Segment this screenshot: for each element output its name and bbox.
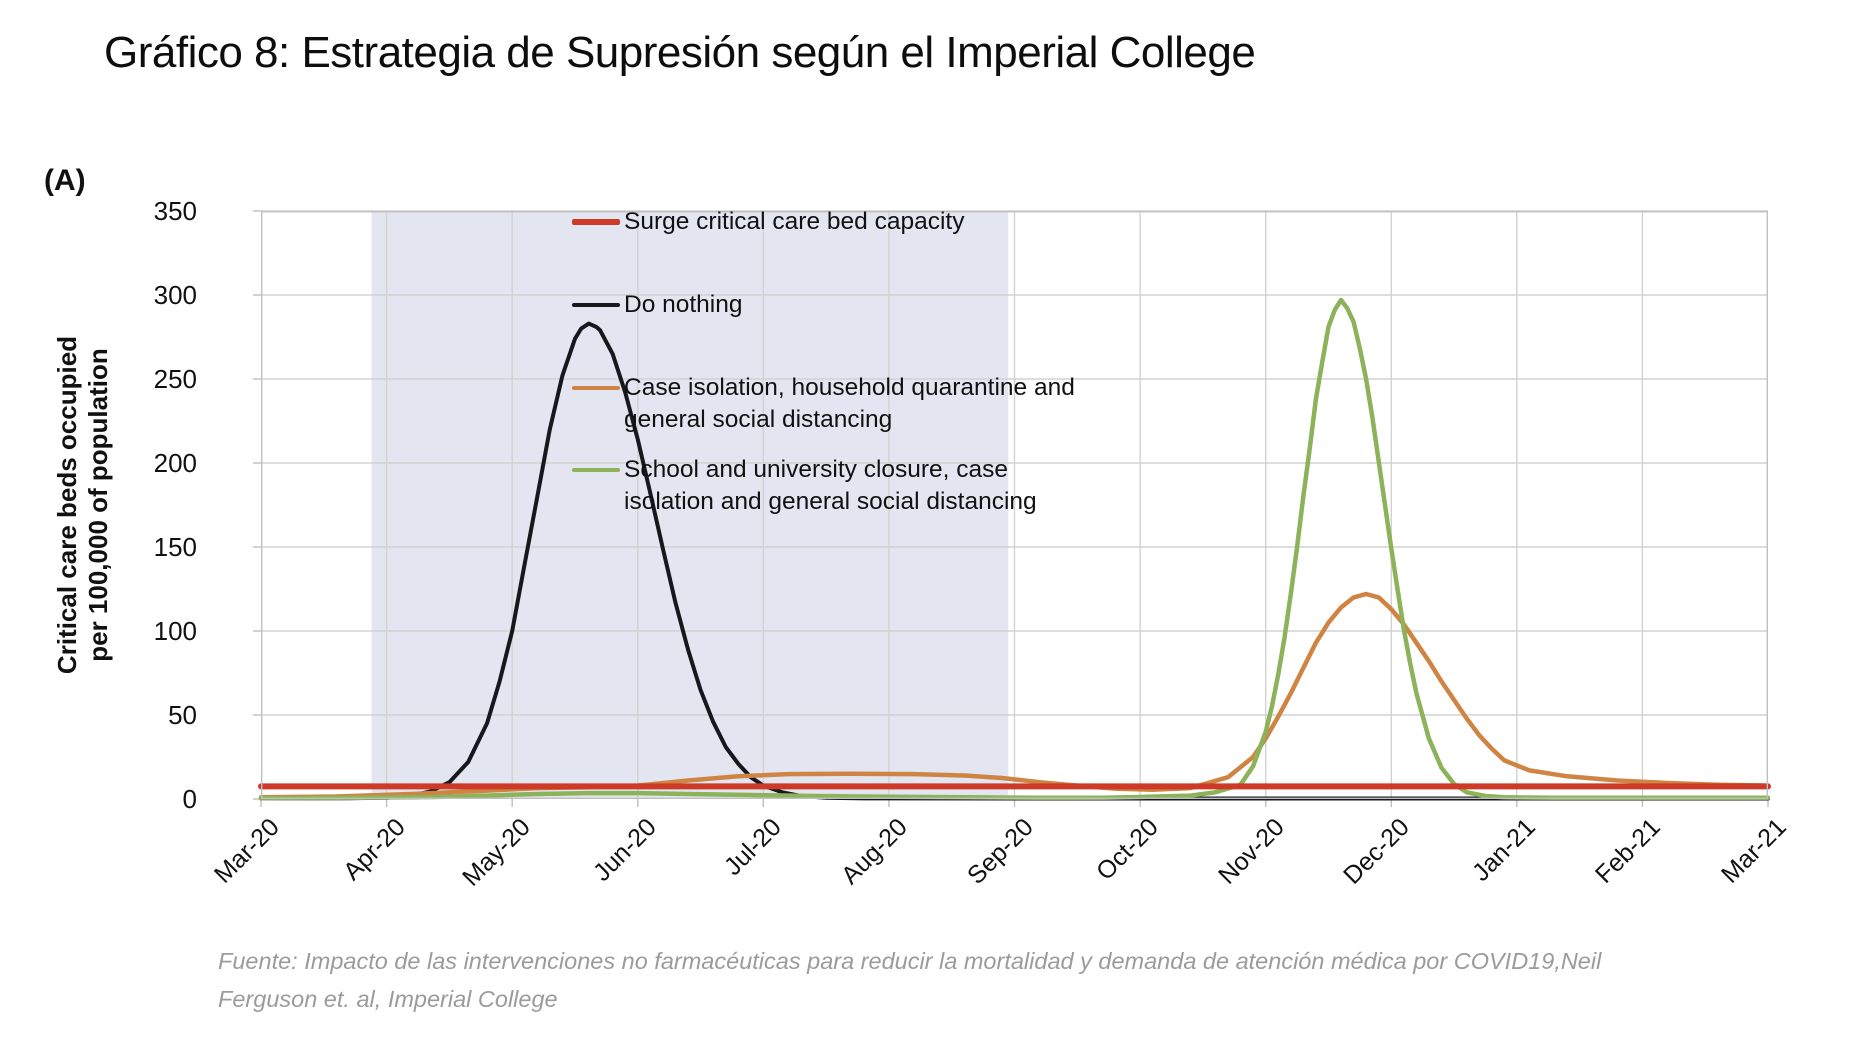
y-axis-title-line2: per 100,000 of population bbox=[83, 348, 113, 662]
y-tick-label: 150 bbox=[153, 532, 197, 562]
y-axis-title-line1: Critical care beds occupied bbox=[51, 335, 82, 675]
case-isolation-line bbox=[258, 591, 1771, 800]
y-tick-label: 250 bbox=[153, 364, 197, 394]
y-tick-label: 350 bbox=[153, 196, 197, 226]
legend-label-school-closure: School and university closure, case isol… bbox=[624, 456, 1037, 515]
legend-item-do-nothing: Do nothing bbox=[572, 289, 743, 321]
legend-item-case-isolation: Case isolation, household quarantine and… bbox=[572, 372, 1075, 436]
legend-label-do-nothing: Do nothing bbox=[624, 291, 743, 318]
footer-source-line1: Fuente: Impacto de las intervenciones no… bbox=[218, 948, 1602, 974]
page-title: Gráfico 8: Estrategia de Supresión según… bbox=[104, 28, 1256, 77]
y-tick-label: 100 bbox=[153, 616, 197, 646]
legend-marker-school-closure bbox=[572, 468, 620, 472]
plot-border bbox=[260, 210, 1768, 799]
legend-item-surge-capacity: Surge critical care bed capacity bbox=[572, 206, 964, 238]
intervention-shaded-band bbox=[371, 211, 1009, 799]
y-tick-label: 300 bbox=[153, 280, 197, 310]
y-tick-label: 50 bbox=[168, 700, 197, 730]
legend-marker-do-nothing bbox=[572, 303, 620, 307]
y-tick-label: 0 bbox=[182, 784, 197, 814]
legend-marker-case-isolation bbox=[572, 386, 620, 390]
school-closure-line bbox=[258, 297, 1771, 801]
legend-item-school-closure: School and university closure, case isol… bbox=[572, 454, 1037, 518]
panel-label: (A) bbox=[44, 164, 86, 197]
chart-plot-area bbox=[253, 210, 1771, 807]
footer-source-line2: Ferguson et. al, Imperial College bbox=[218, 986, 558, 1013]
y-axis-title: Critical care beds occupied per 100,000 … bbox=[52, 336, 114, 674]
y-tick-label: 200 bbox=[153, 448, 197, 478]
legend-label-surge-capacity: Surge critical care bed capacity bbox=[624, 208, 965, 235]
legend-marker-surge-capacity bbox=[572, 219, 620, 225]
legend-label-case-isolation: Case isolation, household quarantine and… bbox=[624, 374, 1075, 433]
footer-source: Fuente: Impacto de las intervenciones no… bbox=[218, 942, 1618, 1018]
